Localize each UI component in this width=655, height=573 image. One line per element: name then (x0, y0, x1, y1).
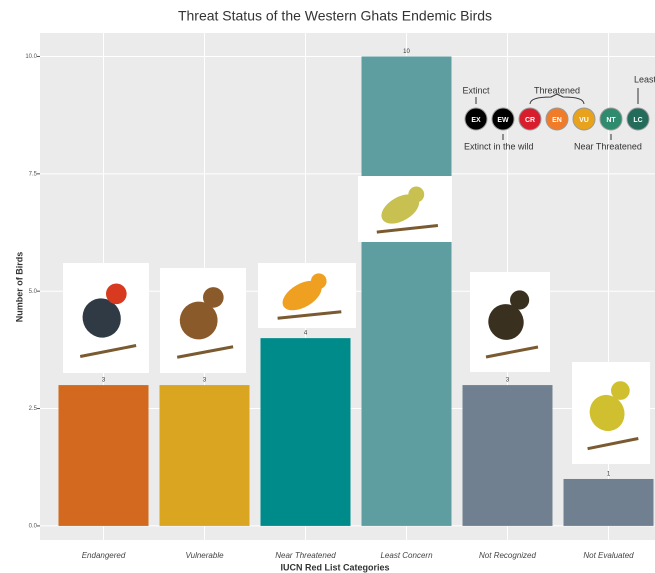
code-label: EW (497, 117, 509, 124)
x-tick-label: Least Concern (380, 551, 433, 560)
y-tick-label: 7.5 (29, 171, 38, 177)
x-tick-label: Endangered (82, 551, 126, 560)
bird-perch (79, 344, 137, 358)
bird-head (408, 186, 425, 203)
bird-perch (277, 310, 342, 320)
bird-perch (587, 437, 639, 451)
scale-label: Threatened (534, 85, 580, 95)
bar (260, 338, 351, 526)
y-axis-title: Number of Birds (14, 252, 24, 323)
x-axis-title: IUCN Red List Categories (280, 562, 389, 572)
bird-head (203, 287, 224, 308)
value-label: 3 (203, 378, 207, 384)
value-label: 1 (607, 472, 611, 478)
x-tick-label: Not Evaluated (583, 551, 634, 560)
code-badge (599, 107, 623, 131)
bird-body (488, 304, 524, 340)
y-tick-label: 0.0 (29, 523, 38, 529)
bird-body (282, 280, 322, 311)
scale-label: Near Threatened (574, 141, 642, 151)
bar (563, 478, 654, 526)
value-label: 3 (102, 378, 106, 384)
scale-label: Least Concern (634, 74, 655, 84)
code-badge (545, 107, 569, 131)
bird-body (179, 301, 218, 340)
scale-label: Extinct in the wild (464, 141, 534, 151)
bird-head (106, 283, 127, 305)
value-label: 4 (304, 331, 308, 337)
bird-body (589, 394, 625, 432)
y-tick-label: 2.5 (29, 406, 38, 412)
bar (462, 385, 553, 526)
bar (361, 56, 452, 526)
bird-head (611, 381, 630, 400)
code-badge (626, 107, 650, 131)
bird-perch (376, 224, 439, 234)
code-label: VU (579, 117, 589, 124)
code-label: EN (552, 117, 562, 124)
y-tick-label: 10.0 (25, 54, 37, 60)
bird-body (82, 298, 121, 338)
code-badge (464, 107, 488, 131)
code-label: LC (633, 117, 642, 124)
y-tick-label: 5.0 (29, 289, 38, 295)
code-label: CR (525, 117, 535, 124)
code-label: EX (471, 117, 481, 124)
x-tick-label: Not Recognized (479, 551, 536, 560)
code-badge (518, 107, 542, 131)
scale-label: Extinct (462, 85, 490, 95)
value-label: 10 (403, 49, 410, 55)
code-badge (572, 107, 596, 131)
x-tick-label: Near Threatened (275, 551, 336, 560)
bird-head (310, 273, 327, 290)
x-tick-label: Vulnerable (185, 551, 224, 560)
bird-perch (485, 345, 539, 359)
bar (58, 385, 149, 526)
code-badge (491, 107, 515, 131)
value-label: 3 (506, 378, 510, 384)
chart-title: Threat Status of the Western Ghats Endem… (178, 8, 492, 24)
bar (159, 385, 250, 526)
threatened-brace (529, 93, 585, 105)
bird-perch (176, 345, 234, 359)
bird-head (509, 290, 530, 310)
code-label: NT (606, 117, 616, 124)
bird-body (381, 194, 420, 224)
